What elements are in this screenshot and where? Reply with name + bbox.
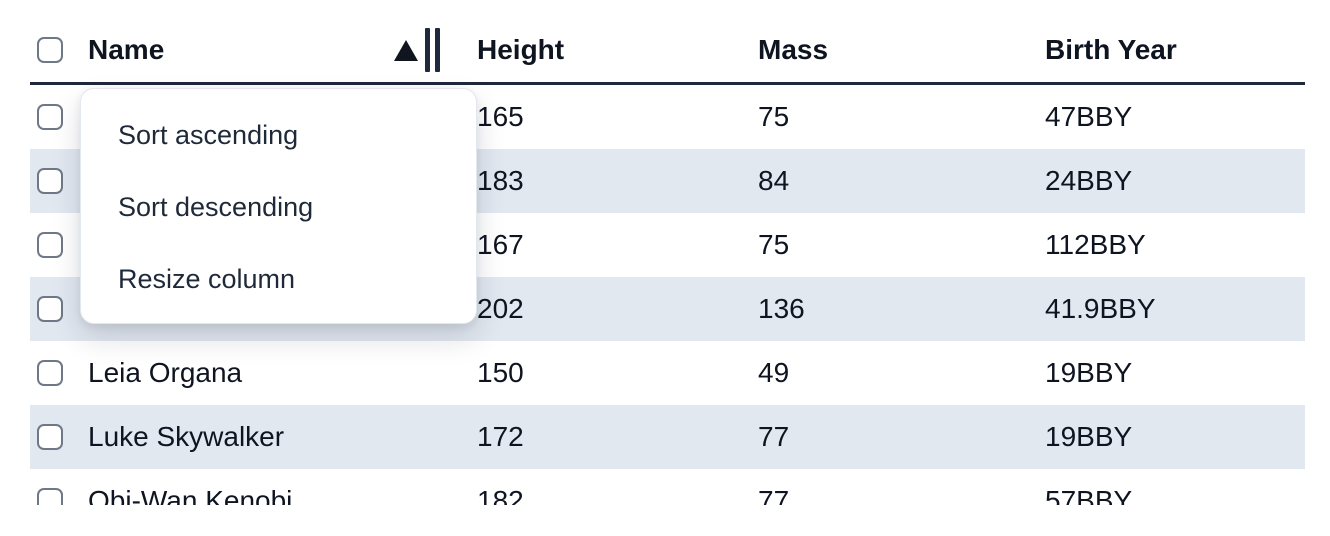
row-checkbox-cell [30,360,88,386]
cell-mass: 77 [758,485,790,505]
row-checkbox-cell [30,232,88,258]
row-checkbox[interactable] [37,104,63,130]
cell-birth-year: 57BBY [1045,485,1133,505]
row-checkbox[interactable] [37,488,63,505]
column-header-name-label: Name [88,34,165,65]
cell-mass: 75 [758,229,790,260]
cell-name: Obi-Wan Kenobi [88,485,293,505]
row-checkbox-cell [30,488,88,505]
cell-birth-year: 47BBY [1045,101,1133,132]
row-checkbox[interactable] [37,360,63,386]
column-header-height[interactable]: Height [477,34,565,65]
cell-birth-year: 19BBY [1045,357,1133,388]
row-checkbox-cell [30,168,88,194]
row-checkbox-cell [30,296,88,322]
select-all-checkbox[interactable] [37,37,63,63]
column-context-menu: Sort ascending Sort descending Resize co… [80,88,477,324]
cell-mass: 77 [758,421,790,452]
column-resize-handle[interactable] [425,28,440,72]
row-checkbox[interactable] [37,168,63,194]
cell-height: 150 [477,357,524,388]
row-checkbox-cell [30,424,88,450]
cell-birth-year: 112BBY [1045,229,1146,260]
select-all-cell [30,37,88,63]
table-row[interactable]: Leia Organa 150 49 19BBY [30,341,1305,405]
cell-mass: 84 [758,165,790,196]
column-header-mass[interactable]: Mass [758,34,829,65]
cell-birth-year: 19BBY [1045,421,1133,452]
cell-mass: 49 [758,357,790,388]
cell-height: 182 [477,485,524,505]
column-header-birth-year[interactable]: Birth Year [1045,34,1177,65]
column-header-name[interactable]: Name [88,28,477,72]
cell-height: 183 [477,165,524,196]
menu-item-sort-ascending[interactable]: Sort ascending [118,119,299,150]
menu-item-sort-descending[interactable]: Sort descending [118,191,314,222]
menu-item-resize-column[interactable]: Resize column [118,263,296,294]
table-header-row: Name Height Mass Birth Year [30,0,1305,85]
cell-birth-year: 24BBY [1045,165,1133,196]
row-checkbox[interactable] [37,296,63,322]
sort-ascending-icon [394,39,418,61]
row-checkbox[interactable] [37,424,63,450]
cell-height: 172 [477,421,524,452]
row-checkbox[interactable] [37,232,63,258]
cell-height: 165 [477,101,524,132]
cell-name: Luke Skywalker [88,421,285,452]
cell-height: 202 [477,293,524,324]
table-row[interactable]: Luke Skywalker 172 77 19BBY [30,405,1305,469]
row-checkbox-cell [30,104,88,130]
cell-mass: 75 [758,101,790,132]
cell-birth-year: 41.9BBY [1045,293,1156,324]
cell-mass: 136 [758,293,805,324]
cell-height: 167 [477,229,524,260]
cell-name: Leia Organa [88,357,243,388]
table-row[interactable]: Obi-Wan Kenobi 182 77 57BBY [30,469,1305,505]
